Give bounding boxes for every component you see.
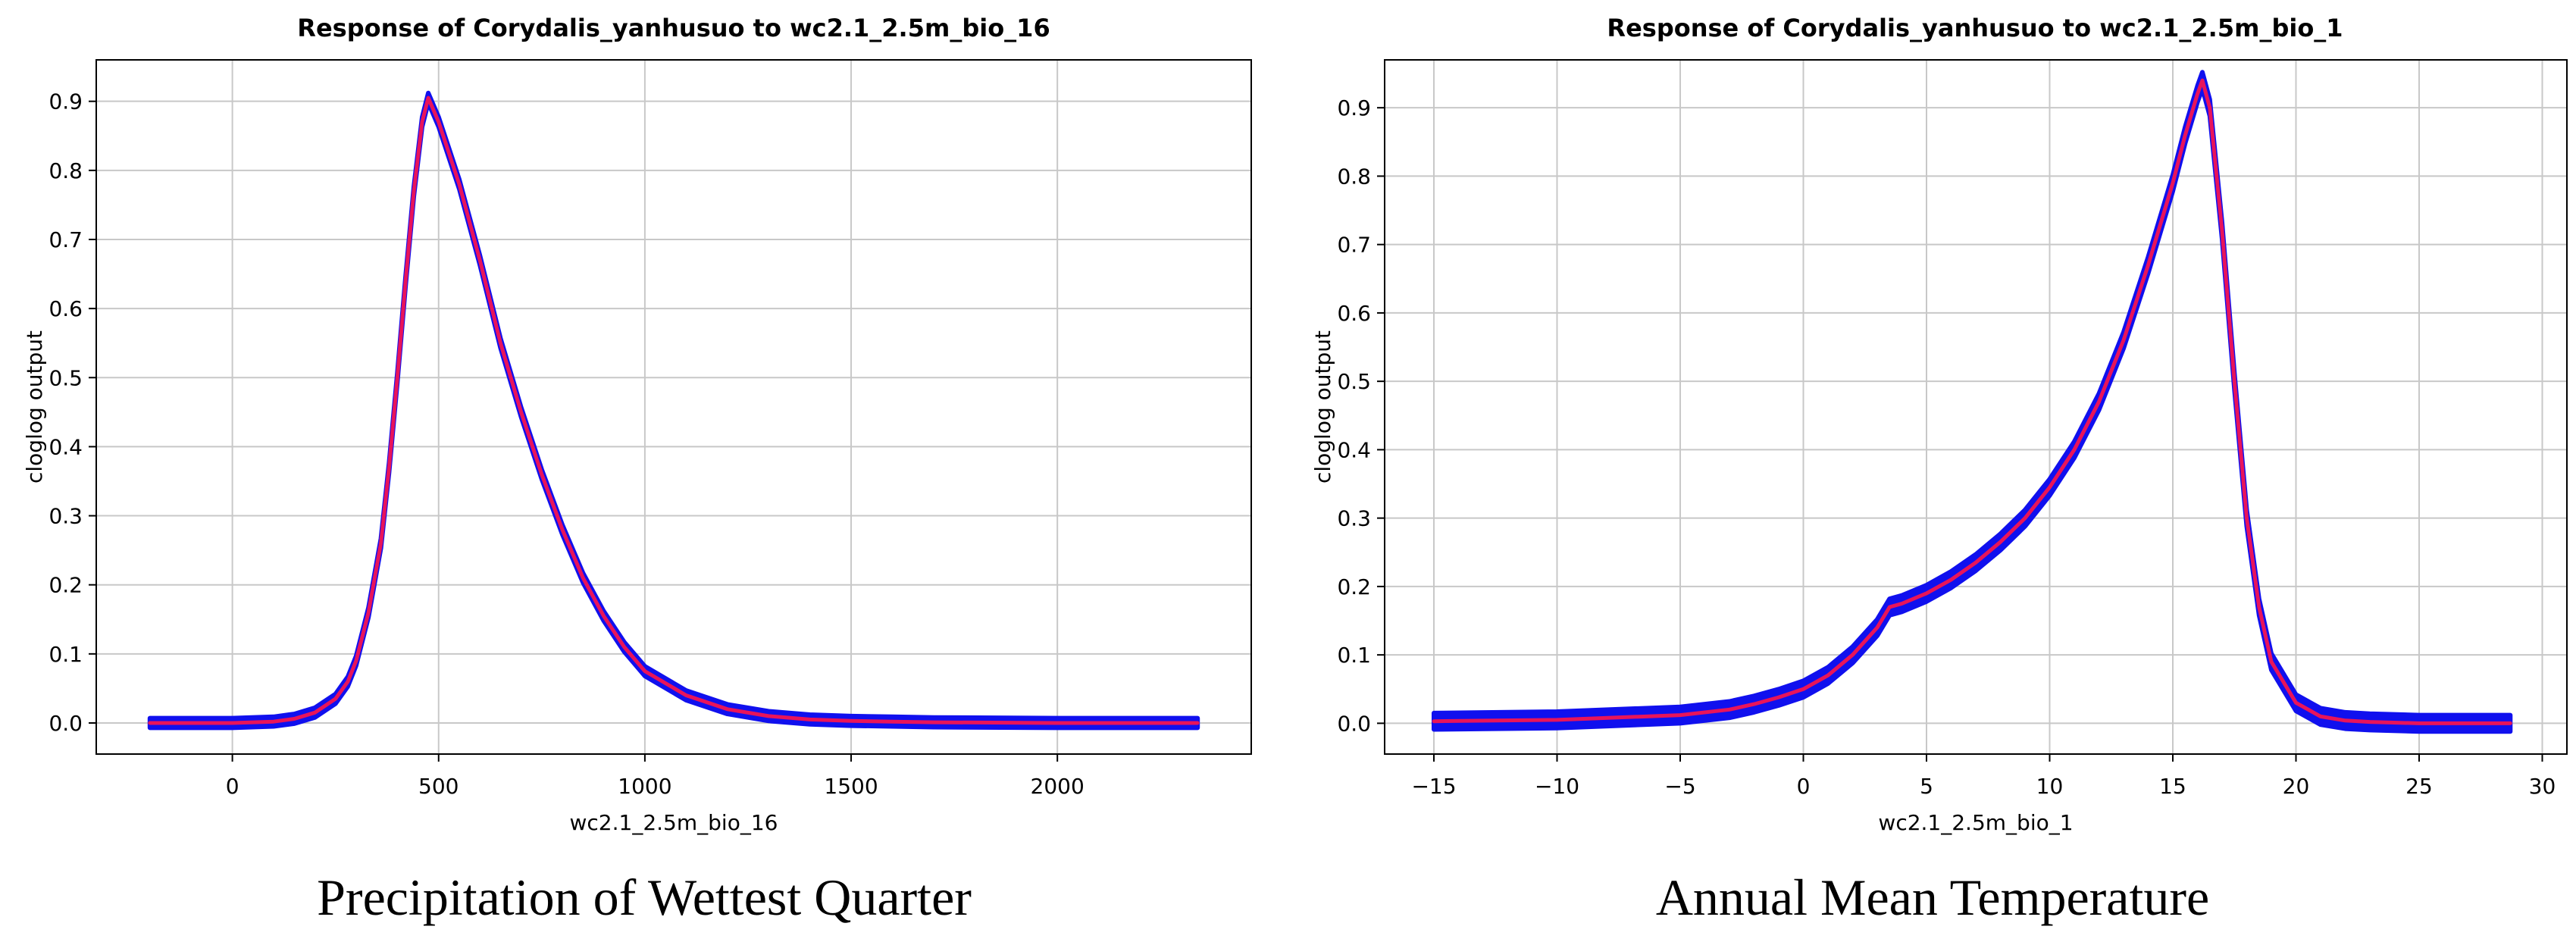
y-tick-label: 0.7 <box>1337 233 1371 258</box>
y-tick-label: 0.8 <box>49 158 83 183</box>
y-tick-label: 0.3 <box>1337 506 1371 531</box>
chart-title: Response of Corydalis_yanhusuo to wc2.1_… <box>1607 14 2343 42</box>
plot-frame <box>1384 59 2568 755</box>
plot-area <box>96 60 1251 754</box>
y-tick-label: 0.0 <box>49 711 83 736</box>
caption-left: Precipitation of Wettest Quarter <box>317 868 972 926</box>
y-tick-label: 0.4 <box>1337 437 1371 462</box>
x-tick-label: 1500 <box>824 774 878 799</box>
y-tick-label: 0.0 <box>1337 711 1371 736</box>
x-tick-label: 0 <box>1797 774 1811 799</box>
x-tick-label: 0 <box>226 774 239 799</box>
y-axis-label: cloglog output <box>1310 330 1335 484</box>
y-tick-label: 0.4 <box>49 434 83 459</box>
x-tick-label: −5 <box>1664 774 1695 799</box>
plot-area <box>1385 60 2567 754</box>
x-tick-label: 10 <box>2036 774 2064 799</box>
x-tick-label: 2000 <box>1031 774 1085 799</box>
x-tick-label: 5 <box>1920 774 1933 799</box>
y-tick-label: 0.9 <box>49 89 83 114</box>
y-tick-label: 0.5 <box>1337 369 1371 394</box>
plot-frame <box>95 59 1252 755</box>
y-axis-label: cloglog output <box>22 330 47 484</box>
x-axis-label: wc2.1_2.5m_bio_1 <box>1878 810 2073 835</box>
x-tick-label: −15 <box>1411 774 1456 799</box>
y-tick-label: 0.1 <box>1337 643 1371 668</box>
response-curve <box>148 95 1200 725</box>
y-tick-label: 0.9 <box>1337 95 1371 120</box>
y-tick-label: 0.3 <box>49 504 83 529</box>
y-tick-label: 0.7 <box>49 227 83 252</box>
y-tick-label: 0.1 <box>49 642 83 667</box>
x-tick-label: 25 <box>2405 774 2433 799</box>
x-axis-label: wc2.1_2.5m_bio_16 <box>570 810 778 835</box>
y-tick-label: 0.6 <box>49 296 83 321</box>
y-tick-label: 0.5 <box>49 365 83 390</box>
chart-panel-1: 0 500 1000 1500 2000 0.0 0.1 0.2 0.3 0.4 0.5 0.6 0.7… <box>22 14 1252 835</box>
x-tick-label: 20 <box>2283 774 2310 799</box>
chart-title: Response of Corydalis_yanhusuo to wc2.1_… <box>297 14 1050 42</box>
y-tick-label: 0.2 <box>49 573 83 598</box>
caption-right: Annual Mean Temperature <box>1655 868 2210 926</box>
y-tick-label: 0.8 <box>1337 164 1371 189</box>
y-tick-label: 0.6 <box>1337 301 1371 326</box>
x-tick-label: 1000 <box>618 774 671 799</box>
response-curve <box>1432 78 2512 725</box>
confidence-band <box>1432 70 2513 734</box>
x-tick-label: 500 <box>418 774 459 799</box>
x-tick-label: 30 <box>2529 774 2556 799</box>
chart-panel-2: −15 −10 −5 0 5 10 15 20 25 30 0.0 0.1 0.2 0.3 0.4 0.5 0.… <box>1310 14 2568 835</box>
x-tick-label: 15 <box>2159 774 2186 799</box>
x-tick-label: −10 <box>1535 774 1579 799</box>
y-tick-label: 0.2 <box>1337 574 1371 599</box>
